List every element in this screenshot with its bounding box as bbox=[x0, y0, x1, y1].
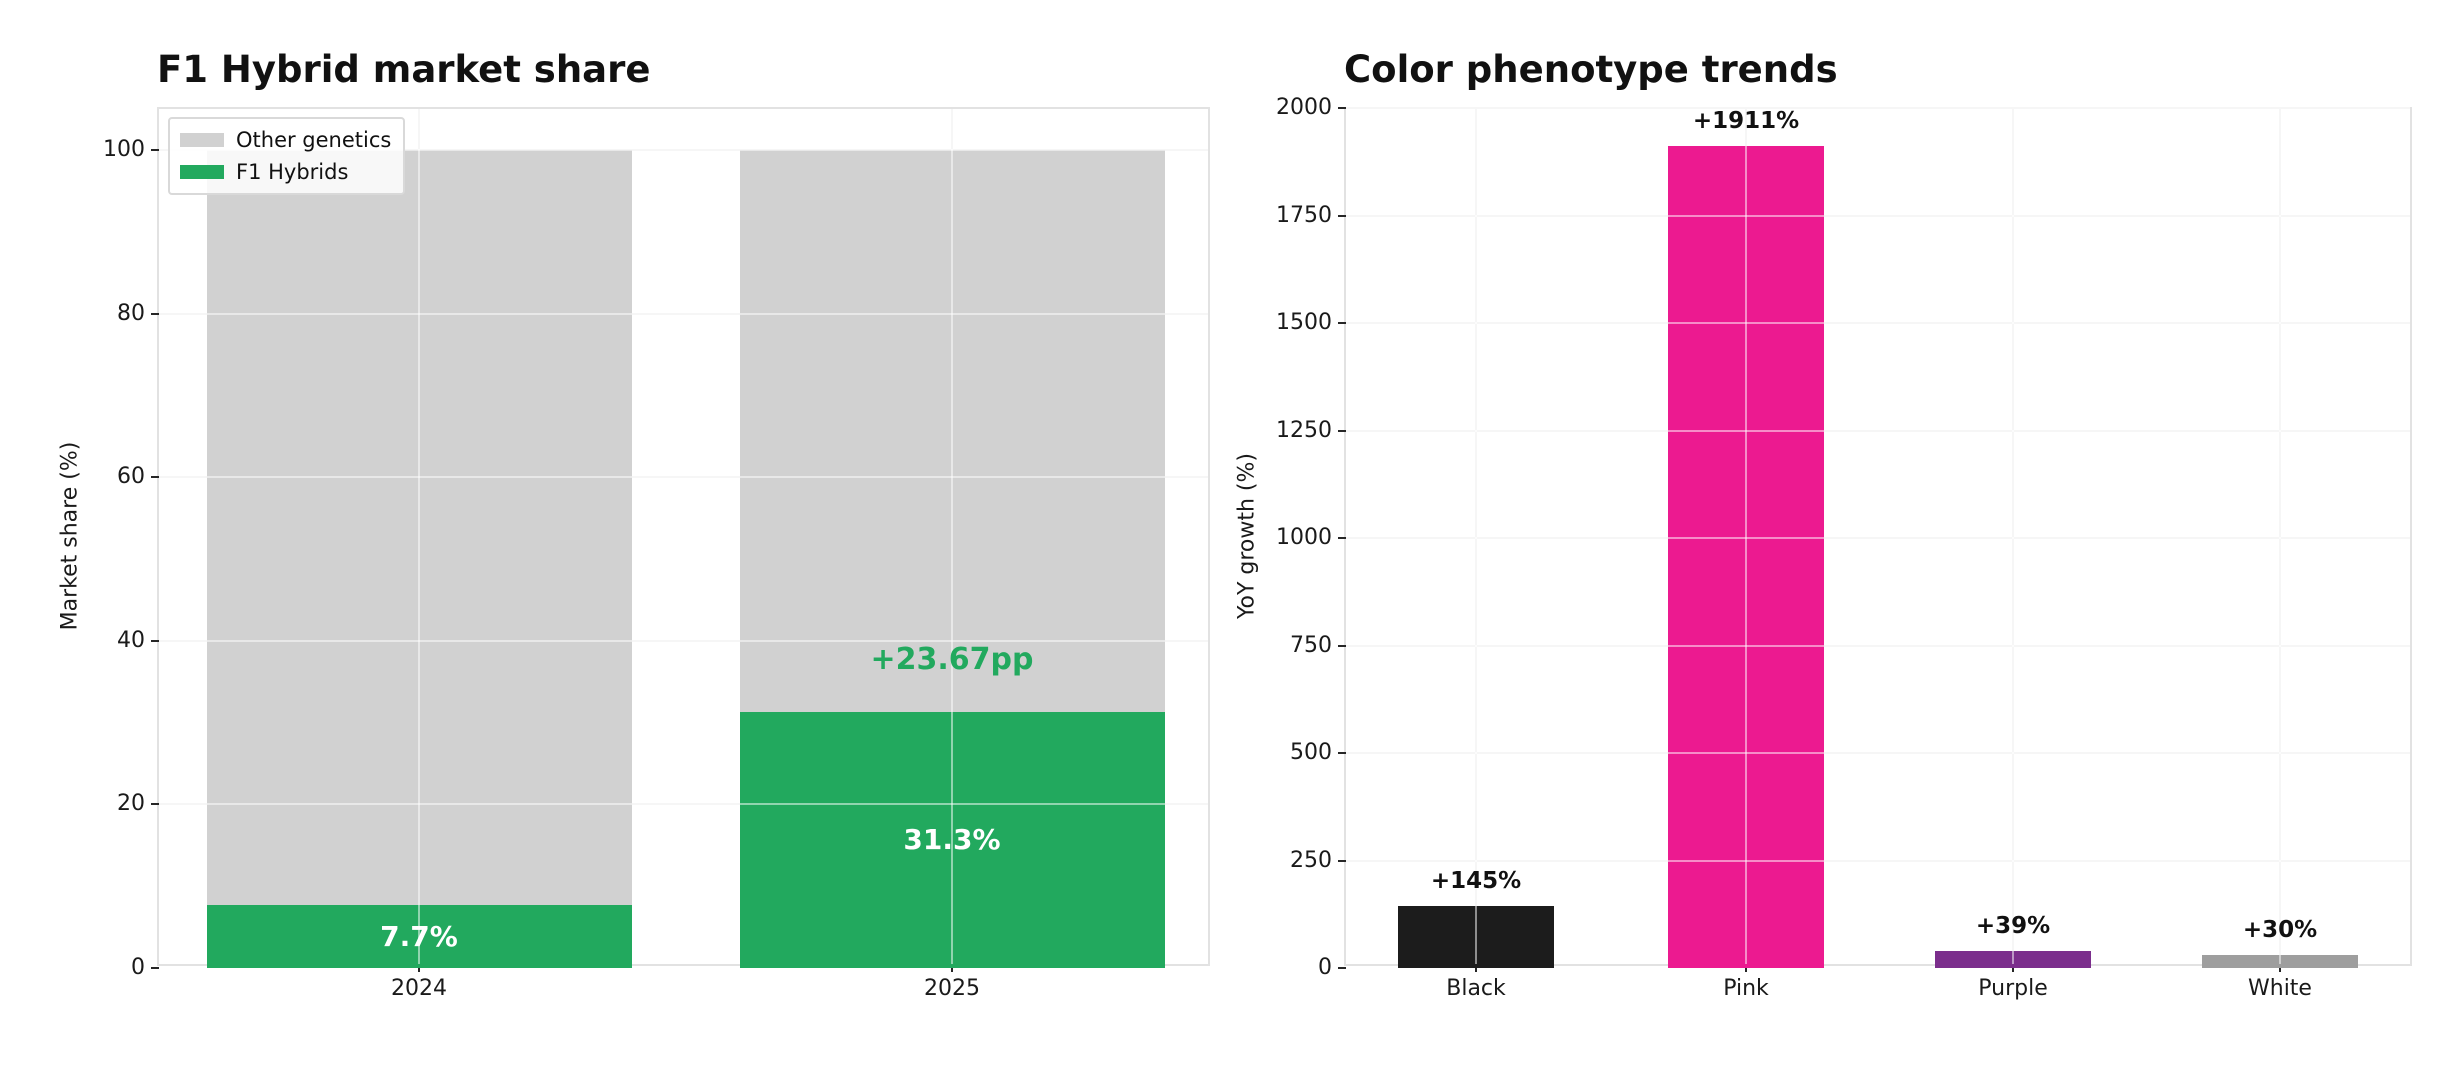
gridline-h bbox=[159, 476, 1208, 479]
x-tick-label: 2024 bbox=[391, 976, 447, 1001]
legend-label-f1-hybrids: F1 Hybrids bbox=[236, 160, 349, 184]
x-tick-mark bbox=[1475, 964, 1477, 972]
gridline-h bbox=[1346, 537, 2410, 539]
legend-chip-other-genetics bbox=[180, 133, 224, 147]
y-tick-mark bbox=[151, 149, 159, 151]
y-tick-label: 2000 bbox=[1276, 95, 1332, 120]
gridline-v bbox=[1745, 109, 1747, 964]
gridline-h bbox=[1346, 214, 2410, 217]
y-tick-mark bbox=[1338, 537, 1346, 539]
gridline-v bbox=[2279, 109, 2281, 964]
y-tick-label: 1000 bbox=[1276, 525, 1332, 550]
y-tick-label: 0 bbox=[131, 955, 145, 980]
y-tick-mark bbox=[1338, 214, 1346, 217]
x-tick-label: Black bbox=[1446, 976, 1506, 1001]
y-tick-label: 1750 bbox=[1276, 202, 1332, 228]
y-tick-mark bbox=[151, 639, 159, 642]
x-tick-mark bbox=[1745, 964, 1747, 972]
x-tick-label: White bbox=[2248, 976, 2312, 1001]
y-tick-mark bbox=[151, 967, 159, 969]
gridline-h bbox=[1346, 429, 2410, 432]
bar-value-label: 31.3% bbox=[903, 822, 1001, 856]
gridline-v bbox=[951, 109, 953, 964]
legend-item-other-genetics: Other genetics bbox=[180, 126, 391, 154]
y-tick-label: 80 bbox=[117, 300, 145, 326]
gridline-h bbox=[1346, 644, 2410, 647]
y-tick-mark bbox=[1338, 967, 1346, 969]
y-tick-mark bbox=[1338, 429, 1346, 432]
y-tick-label: 100 bbox=[103, 137, 145, 162]
x-tick-mark bbox=[418, 964, 420, 972]
y-tick-mark bbox=[1338, 322, 1346, 324]
gridline-h bbox=[1346, 859, 2410, 862]
bar-value-label: 7.7% bbox=[380, 919, 458, 953]
x-tick-mark bbox=[2279, 964, 2281, 972]
plot-area-right: 0 250 500 750 1000 1250 1500 1750 2000 Black Pink P… bbox=[1276, 95, 2412, 1001]
y-tick-mark bbox=[1338, 107, 1346, 109]
legend-item-f1-hybrids: F1 Hybrids bbox=[180, 158, 391, 186]
y-tick-mark bbox=[151, 476, 159, 479]
y-tick-mark bbox=[1338, 752, 1346, 754]
chart-title-right: Color phenotype trends bbox=[1344, 48, 1838, 91]
x-tick-mark bbox=[2012, 964, 2014, 972]
x-tick-label: 2025 bbox=[924, 976, 980, 1001]
plot-area-left: 0 20 40 60 80 100 2024 2025 7.7% 31.3% +23.67pp bbox=[103, 107, 1210, 1001]
x-tick-label: Purple bbox=[1978, 976, 2048, 1001]
gridline-v bbox=[418, 109, 420, 964]
y-tick-mark bbox=[151, 803, 159, 806]
gridline-h bbox=[159, 149, 1208, 151]
legend-chip-f1-hybrids bbox=[180, 165, 224, 179]
y-tick-mark bbox=[151, 312, 159, 315]
y-tick-mark bbox=[1338, 859, 1346, 862]
bar-value-label: +39% bbox=[1975, 913, 2051, 940]
gridline-v bbox=[2012, 109, 2014, 964]
y-tick-label: 20 bbox=[117, 791, 145, 817]
y-tick-mark bbox=[1338, 644, 1346, 647]
gridline-h bbox=[1346, 322, 2410, 324]
y-tick-label: 1250 bbox=[1276, 417, 1332, 443]
y-tick-label: 250 bbox=[1290, 847, 1332, 873]
gridline-h bbox=[1346, 107, 2410, 109]
gridline-h bbox=[159, 803, 1208, 806]
legend: Other genetics F1 Hybrids bbox=[168, 117, 406, 195]
gridline-v bbox=[1475, 109, 1477, 964]
annotation-pp: +23.67pp bbox=[870, 642, 1034, 677]
y-tick-label: 1500 bbox=[1276, 310, 1332, 335]
y-tick-label: 750 bbox=[1290, 632, 1332, 658]
y-tick-label: 0 bbox=[1318, 955, 1332, 980]
x-tick-label: Pink bbox=[1723, 976, 1769, 1001]
gridline-h bbox=[159, 312, 1208, 315]
y-tick-label: 60 bbox=[117, 464, 145, 490]
bar-value-label: +145% bbox=[1430, 867, 1522, 894]
y-tick-label: 500 bbox=[1290, 740, 1332, 765]
bar-value-label: +1911% bbox=[1692, 108, 1800, 135]
gridline-h bbox=[1346, 752, 2410, 754]
bar-value-label: +30% bbox=[2242, 917, 2318, 944]
x-tick-mark bbox=[951, 964, 953, 972]
y-tick-label: 40 bbox=[117, 627, 145, 653]
chart-title-left: F1 Hybrid market share bbox=[157, 48, 651, 91]
legend-label-other-genetics: Other genetics bbox=[236, 128, 392, 152]
gridline-h bbox=[159, 639, 1208, 642]
